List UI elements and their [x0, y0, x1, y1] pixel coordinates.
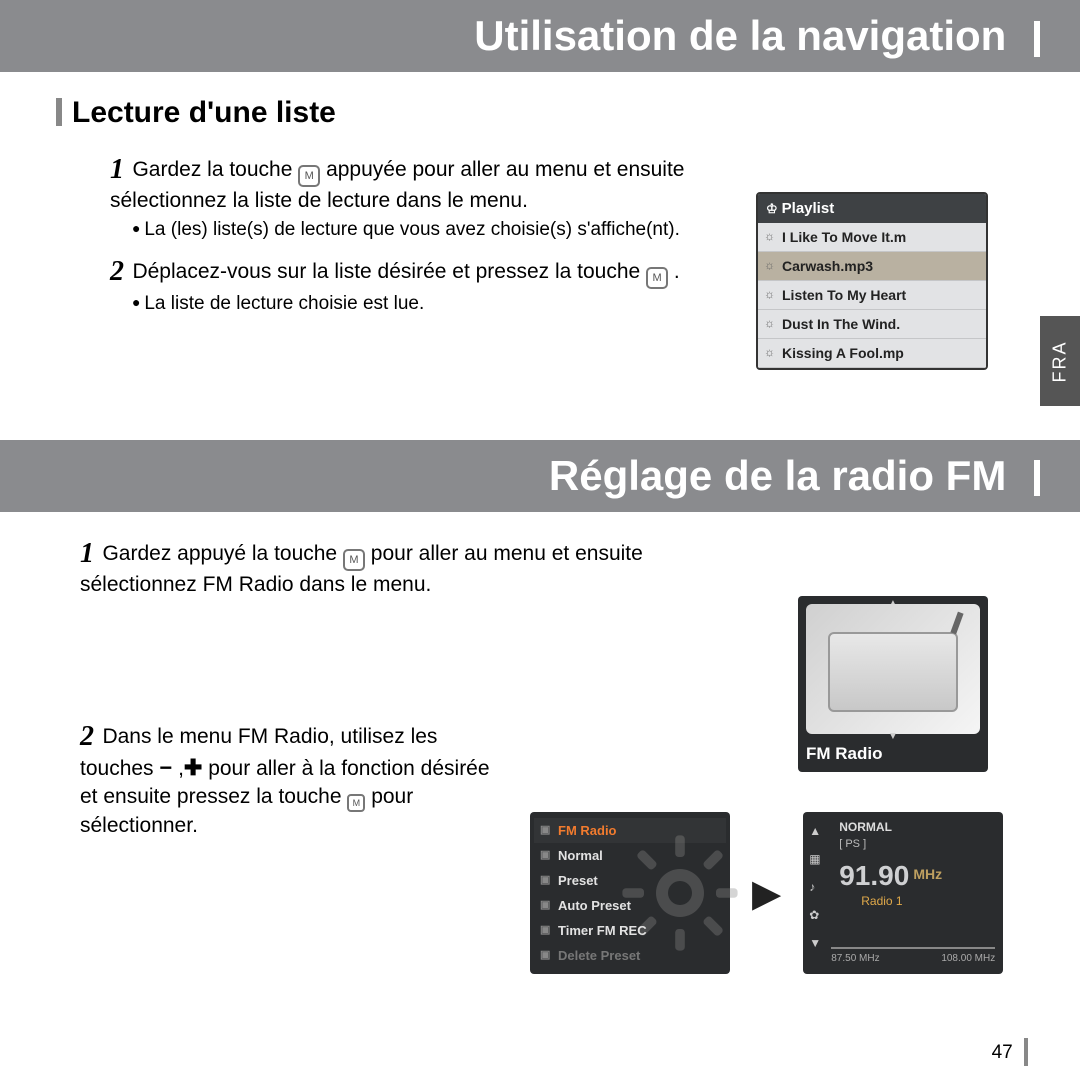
step-text: Déplacez-vous sur la liste désirée et pr… — [132, 260, 679, 283]
section-heading-text: Lecture d'une liste — [72, 96, 336, 129]
scale-high: 108.00 MHz — [941, 953, 995, 964]
step-number: 2 — [110, 256, 124, 288]
fm-radio-icon-screenshot: ▲ 🔍▦▬ ▼ FM Radio — [798, 596, 988, 772]
arrow-right-icon: ▶ — [752, 871, 781, 916]
plus-icon: ✚ — [184, 755, 202, 780]
header-bar-fm: Réglage de la radio FM — [0, 440, 1080, 512]
step-1b: 1 Gardez appuyé la touche M pour aller a… — [80, 530, 650, 603]
heading-pipe — [56, 98, 62, 126]
step-text-post: . — [674, 260, 680, 283]
fm-menu-item: Timer FM REC — [534, 918, 726, 943]
header-bar-navigation: Utilisation de la navigation — [0, 0, 1080, 72]
page-number-value: 47 — [992, 1042, 1013, 1063]
step-number: 1 — [80, 538, 94, 570]
playlist-screenshot: ♔Playlist I Like To Move It.mCarwash.mp3… — [756, 192, 988, 370]
section-heading-playlist: Lecture d'une liste — [0, 72, 1080, 140]
page-number-bar — [1024, 1038, 1028, 1066]
m-button-icon: M — [646, 267, 668, 289]
playlist-item: Listen To My Heart — [758, 281, 986, 310]
m-button-icon: M — [347, 794, 365, 812]
header-pipe — [1034, 21, 1040, 57]
playlist-item: I Like To Move It.m — [758, 223, 986, 252]
tuner-freq-value: 91.90 — [839, 860, 909, 891]
fm-menu-row: FM RadioNormalPresetAuto PresetTimer FM … — [530, 812, 1003, 974]
step-text: Gardez appuyé la touche M pour aller au … — [80, 542, 643, 596]
m-button-icon: M — [298, 165, 320, 187]
side-icons: ▲▦♪✿▼ — [809, 824, 821, 950]
playlist-header: ♔Playlist — [758, 194, 986, 223]
step-text: Gardez la touche M appuyée pour aller au… — [110, 158, 684, 212]
tuner-ps: [ PS ] — [839, 838, 997, 850]
page-number: 47 — [992, 1038, 1028, 1066]
step-number: 2 — [80, 721, 94, 753]
playlist-item: Kissing A Fool.mp — [758, 339, 986, 368]
radio-illustration — [806, 604, 980, 734]
playlist-title: Playlist — [782, 200, 835, 217]
fm-tuner-screenshot: ▲▦♪✿▼ NORMAL [ PS ] 91.90MHz Radio 1 87.… — [803, 812, 1003, 974]
step-bullet: La liste de lecture choisie est lue. — [110, 291, 720, 318]
step-text-pre: Gardez appuyé la touche — [102, 542, 343, 565]
fm-menu-item: Auto Preset — [534, 893, 726, 918]
language-tab-label: FRA — [1050, 340, 1071, 382]
header-title-1: Utilisation de la navigation — [474, 12, 1006, 59]
tuner-station: Radio 1 — [861, 894, 997, 908]
tuner-scale: 87.50 MHz 108.00 MHz — [831, 947, 995, 964]
fm-menu-item: Preset — [534, 868, 726, 893]
step-2b: 2 Dans le menu FM Radio, utilisez les to… — [80, 713, 500, 845]
step-text-pre: Déplacez-vous sur la liste désirée et pr… — [132, 260, 646, 283]
step-1a: 1 Gardez la touche M appuyée pour aller … — [110, 146, 720, 248]
step-number: 1 — [110, 154, 124, 186]
playlist-item: Carwash.mp3 — [758, 252, 986, 281]
fm-menu-item: Normal — [534, 843, 726, 868]
tuner-mode: NORMAL — [839, 820, 997, 834]
fm-menu-screenshot: FM RadioNormalPresetAuto PresetTimer FM … — [530, 812, 730, 974]
scale-low: 87.50 MHz — [831, 953, 879, 964]
minus-icon: − — [159, 755, 172, 780]
tuner-freq-unit: MHz — [913, 866, 942, 882]
step-text: Dans le menu FM Radio, utilisez les touc… — [80, 725, 490, 837]
tuner-frequency: 91.90MHz — [839, 860, 997, 892]
m-button-icon: M — [343, 549, 365, 571]
step-text-pre: Gardez la touche — [132, 158, 298, 181]
fm-menu-item: FM Radio — [534, 818, 726, 843]
step-bullet: La (les) liste(s) de lecture que vous av… — [110, 217, 720, 244]
language-tab: FRA — [1040, 316, 1080, 406]
step-2a: 2 Déplacez-vous sur la liste désirée et … — [110, 248, 720, 322]
header-pipe — [1034, 460, 1040, 496]
fm-menu-item: Delete Preset — [534, 943, 726, 968]
header-title-2: Réglage de la radio FM — [549, 452, 1006, 499]
playlist-item: Dust In The Wind. — [758, 310, 986, 339]
